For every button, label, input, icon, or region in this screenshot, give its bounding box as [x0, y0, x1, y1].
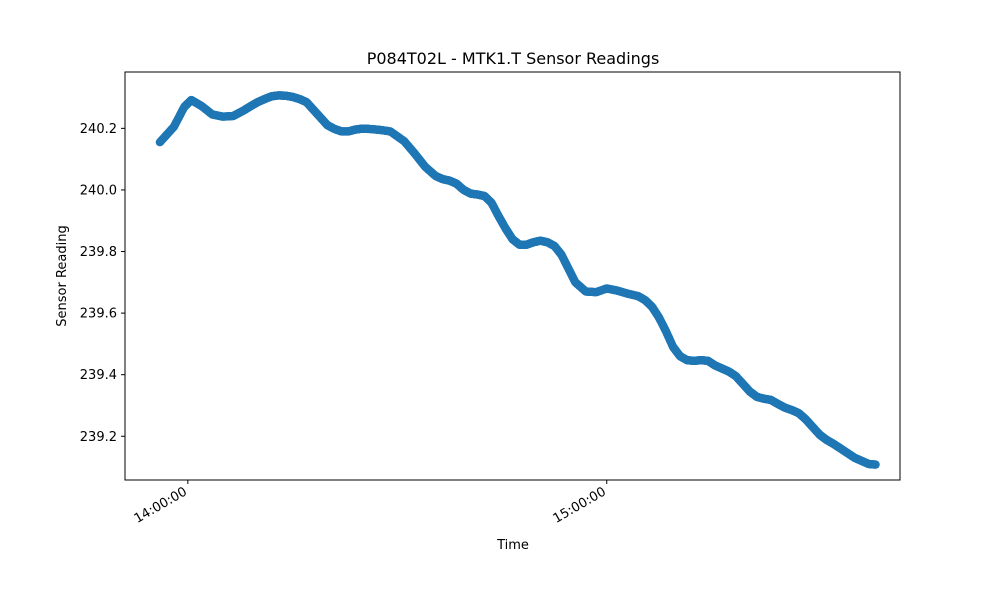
y-tick-label: 239.2: [80, 430, 117, 445]
data-point: [871, 460, 880, 469]
y-axis-label: Sensor Reading: [55, 225, 70, 326]
y-tick-label: 240.2: [80, 122, 117, 137]
x-axis-label: Time: [496, 538, 529, 553]
y-axis-ticks: 239.2 239.4 239.6 239.8 240.0 240.2: [80, 122, 125, 445]
axes-frame: [124, 71, 901, 481]
plot-area: [155, 91, 880, 469]
chart-title: P084T02L - MTK1.T Sensor Readings: [367, 49, 660, 68]
y-tick-label: 239.4: [80, 368, 117, 383]
y-tick-label: 240.0: [80, 183, 117, 198]
y-tick-label: 239.8: [80, 245, 117, 260]
y-tick-label: 239.6: [80, 307, 117, 322]
